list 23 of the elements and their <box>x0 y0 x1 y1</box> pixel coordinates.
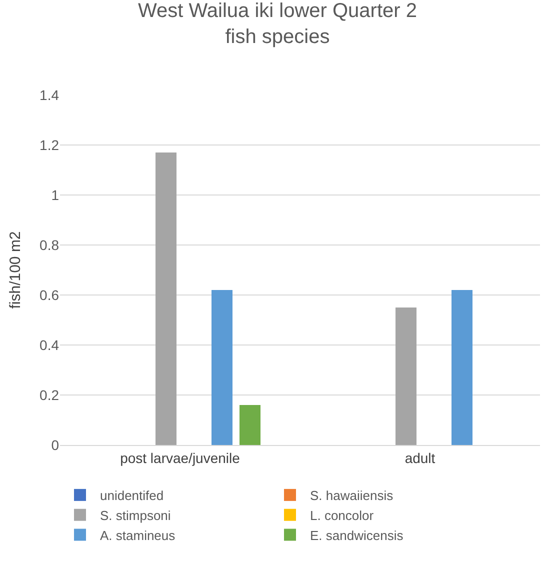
legend-label: A. stamineus <box>100 528 176 543</box>
chart-title: West Wailua iki lower Quarter 2 fish species <box>138 0 417 48</box>
bar <box>452 290 472 445</box>
y-tick-label: 1.2 <box>40 136 60 153</box>
y-tick-label: 0.4 <box>40 336 60 353</box>
legend-label: L. concolor <box>310 508 374 523</box>
y-tick-label: 0.2 <box>40 386 60 403</box>
y-axis-title: fish/100 m2 <box>6 231 24 309</box>
bar <box>156 152 176 445</box>
y-tick-label: 1.4 <box>40 86 60 103</box>
legend-label: E. sandwicensis <box>310 528 404 543</box>
y-tick-label: 0 <box>51 436 60 453</box>
bar <box>240 405 260 445</box>
y-tick-label: 0.8 <box>40 236 60 253</box>
bar <box>212 290 232 445</box>
bar <box>396 308 416 445</box>
y-tick-label: 1 <box>51 186 60 203</box>
y-tick-label: 0.6 <box>40 286 60 303</box>
legend-label: S. stimpsoni <box>100 508 171 523</box>
x-tick-label: post larvae/juvenile <box>120 450 240 466</box>
legend-label: unidentifed <box>100 488 164 504</box>
x-tick-label: adult <box>404 450 436 466</box>
legend-label: S. hawaiiensis <box>310 488 394 504</box>
